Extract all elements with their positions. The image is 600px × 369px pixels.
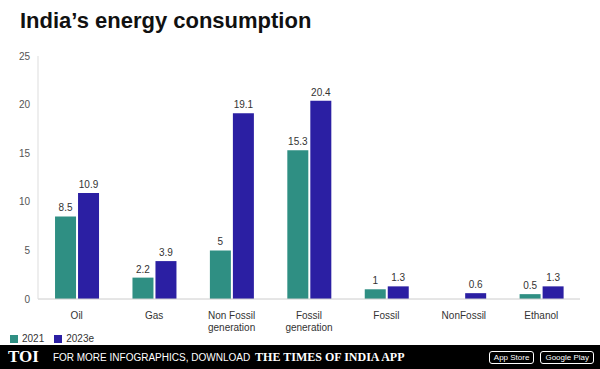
- svg-text:Gas: Gas: [145, 310, 163, 321]
- html-text:TOI: TOI: [8, 347, 39, 366]
- svg-text:20.4: 20.4: [311, 87, 331, 98]
- svg-text:1.3: 1.3: [391, 272, 405, 283]
- svg-text:10: 10: [19, 196, 31, 207]
- svg-text:5: 5: [24, 245, 30, 256]
- svg-text:NonFossil: NonFossil: [442, 310, 486, 321]
- svg-text:8.5: 8.5: [59, 202, 73, 213]
- svg-text:Fossilgeneration: Fossilgeneration: [285, 310, 332, 333]
- svg-text:15: 15: [19, 148, 31, 159]
- svg-text:15.3: 15.3: [288, 136, 308, 147]
- svg-text:20: 20: [19, 99, 31, 110]
- svg-text:3.9: 3.9: [159, 247, 173, 258]
- svg-text:Fossil: Fossil: [373, 310, 399, 321]
- svg-text:0.5: 0.5: [523, 280, 537, 291]
- html-text:India’s energy consumption: India’s energy consumption: [20, 8, 312, 33]
- svg-text:Ethanol: Ethanol: [524, 310, 558, 321]
- svg-text:25: 25: [19, 51, 31, 62]
- html-text:2021: 2021: [22, 333, 45, 344]
- svg-text:Oil: Oil: [71, 310, 83, 321]
- svg-text:10.9: 10.9: [79, 179, 99, 190]
- html-text:Google Play: Google Play: [545, 352, 589, 362]
- svg-text:19.1: 19.1: [234, 99, 254, 110]
- svg-text:0.6: 0.6: [469, 279, 483, 290]
- svg-text:2.2: 2.2: [136, 264, 150, 275]
- html-text:FOR MORE INFOGRAPHICS, DOWNLOA: FOR MORE INFOGRAPHICS, DOWNLOAD THE TIME…: [52, 349, 405, 364]
- svg-text:0: 0: [24, 294, 30, 305]
- svg-text:5: 5: [218, 236, 224, 247]
- html-text:App Store: App Store: [493, 352, 530, 362]
- html-text:2023e: 2023e: [66, 333, 95, 344]
- svg-text:1: 1: [372, 275, 378, 286]
- svg-text:Non Fossilgeneration: Non Fossilgeneration: [208, 310, 255, 333]
- svg-text:1.3: 1.3: [546, 272, 560, 283]
